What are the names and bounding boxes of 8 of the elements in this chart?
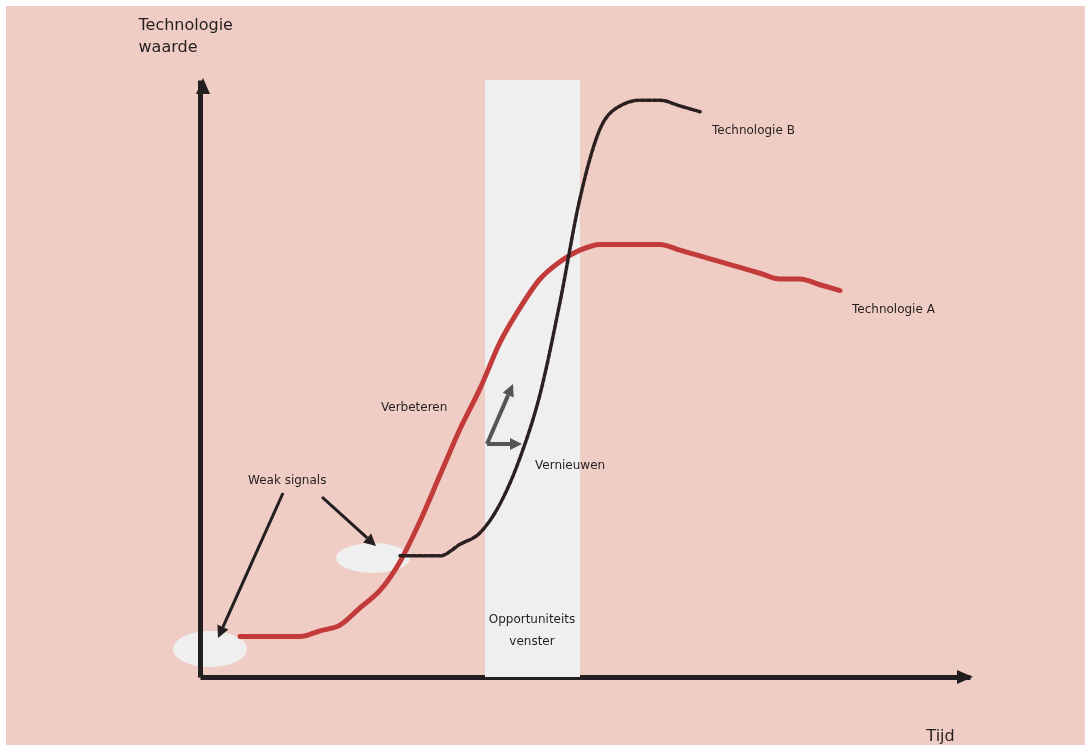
- annotation: Weak signals: [248, 473, 327, 487]
- annotation: Opportuniteits venster: [488, 612, 576, 648]
- annotation: Vernieuwen: [535, 458, 606, 472]
- series-label: Technologie A: [851, 301, 936, 316]
- x-axis-title: Tijd: [925, 725, 955, 745]
- annotation: Verbeteren: [381, 400, 448, 414]
- y-axis-title: Technologie waarde: [137, 14, 233, 56]
- series-label: Technologie B: [711, 122, 795, 137]
